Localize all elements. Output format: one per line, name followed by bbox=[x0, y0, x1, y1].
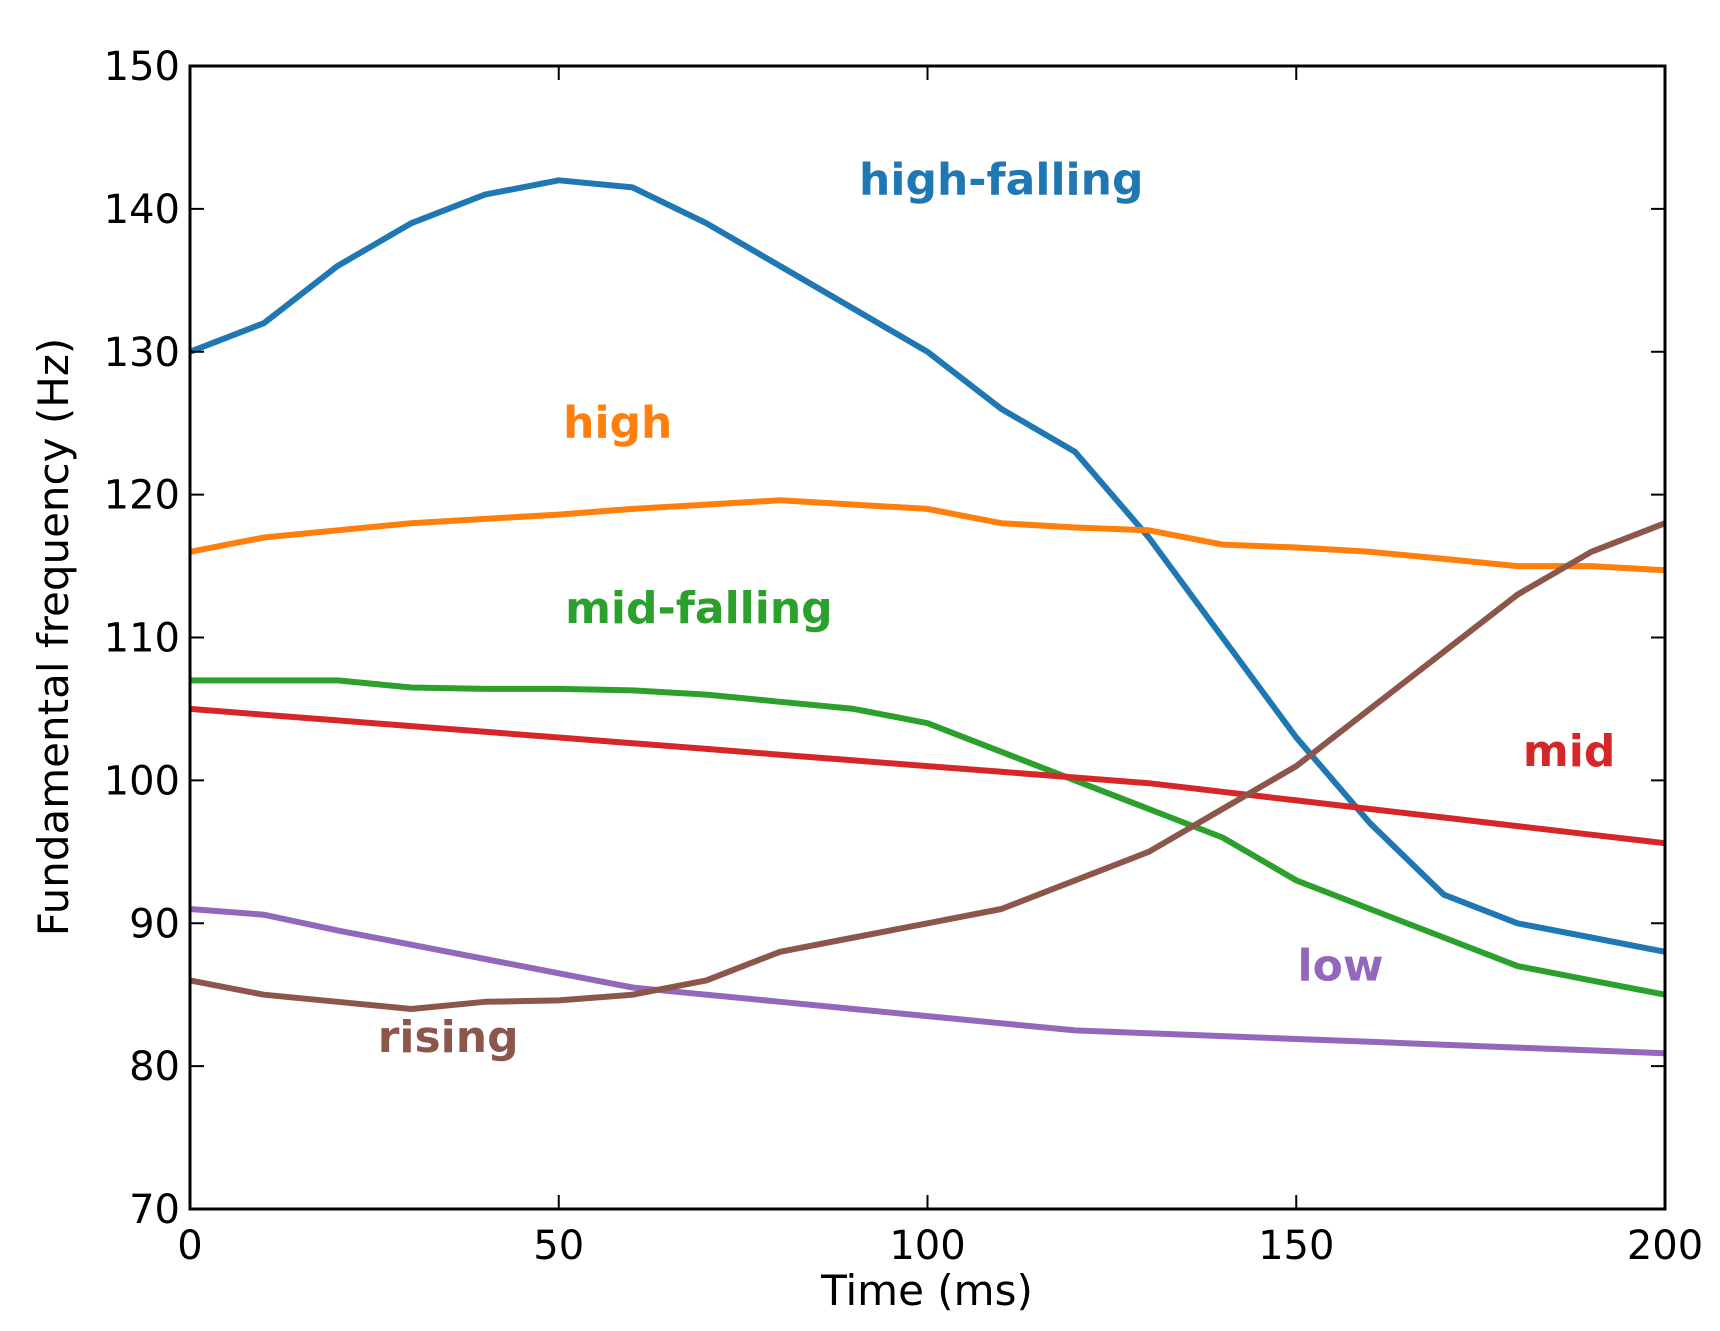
x-tick-label: 50 bbox=[533, 1223, 584, 1269]
x-tick-label: 100 bbox=[889, 1223, 965, 1269]
series-label-high-falling: high-falling bbox=[859, 155, 1143, 206]
series-label-mid: mid bbox=[1523, 726, 1615, 777]
series-line-mid-falling bbox=[190, 677, 1666, 998]
series-label-high: high bbox=[563, 397, 672, 448]
series-line-rising bbox=[189, 520, 1667, 1012]
x-tick-label: 150 bbox=[1258, 1223, 1334, 1269]
y-tick-label: 100 bbox=[104, 758, 180, 804]
x-tick-label: 200 bbox=[1627, 1223, 1703, 1269]
series-label-mid-falling: mid-falling bbox=[565, 583, 833, 634]
x-axis-label: Time (ms) bbox=[820, 1266, 1033, 1315]
ticks-layer: 0 50 100 150 200 70 80 90 100 110 120 130 140 150 bbox=[104, 44, 1704, 1269]
series-label-rising: rising bbox=[378, 1012, 519, 1063]
y-tick-label: 80 bbox=[129, 1044, 180, 1090]
series-label-low: low bbox=[1298, 940, 1384, 991]
series-line-high bbox=[189, 497, 1666, 574]
y-tick-label: 130 bbox=[104, 330, 180, 376]
y-tick-label: 120 bbox=[104, 473, 180, 519]
x-tick-label: 0 bbox=[177, 1223, 202, 1269]
y-tick-label: 110 bbox=[104, 616, 180, 662]
series-line-mid bbox=[189, 705, 1666, 847]
y-axis-label: Fundamental frequency (Hz) bbox=[29, 338, 78, 937]
series-labels: high-falling high mid-falling mid low rising bbox=[378, 155, 1616, 1063]
y-tick-label: 70 bbox=[129, 1187, 180, 1233]
series-line-low bbox=[189, 906, 1666, 1057]
series-line-high-falling bbox=[188, 177, 1666, 955]
y-tick-label: 150 bbox=[104, 44, 180, 90]
y-tick-label: 140 bbox=[104, 187, 180, 233]
series-layer bbox=[188, 177, 1667, 1057]
y-tick-label: 90 bbox=[129, 901, 180, 947]
